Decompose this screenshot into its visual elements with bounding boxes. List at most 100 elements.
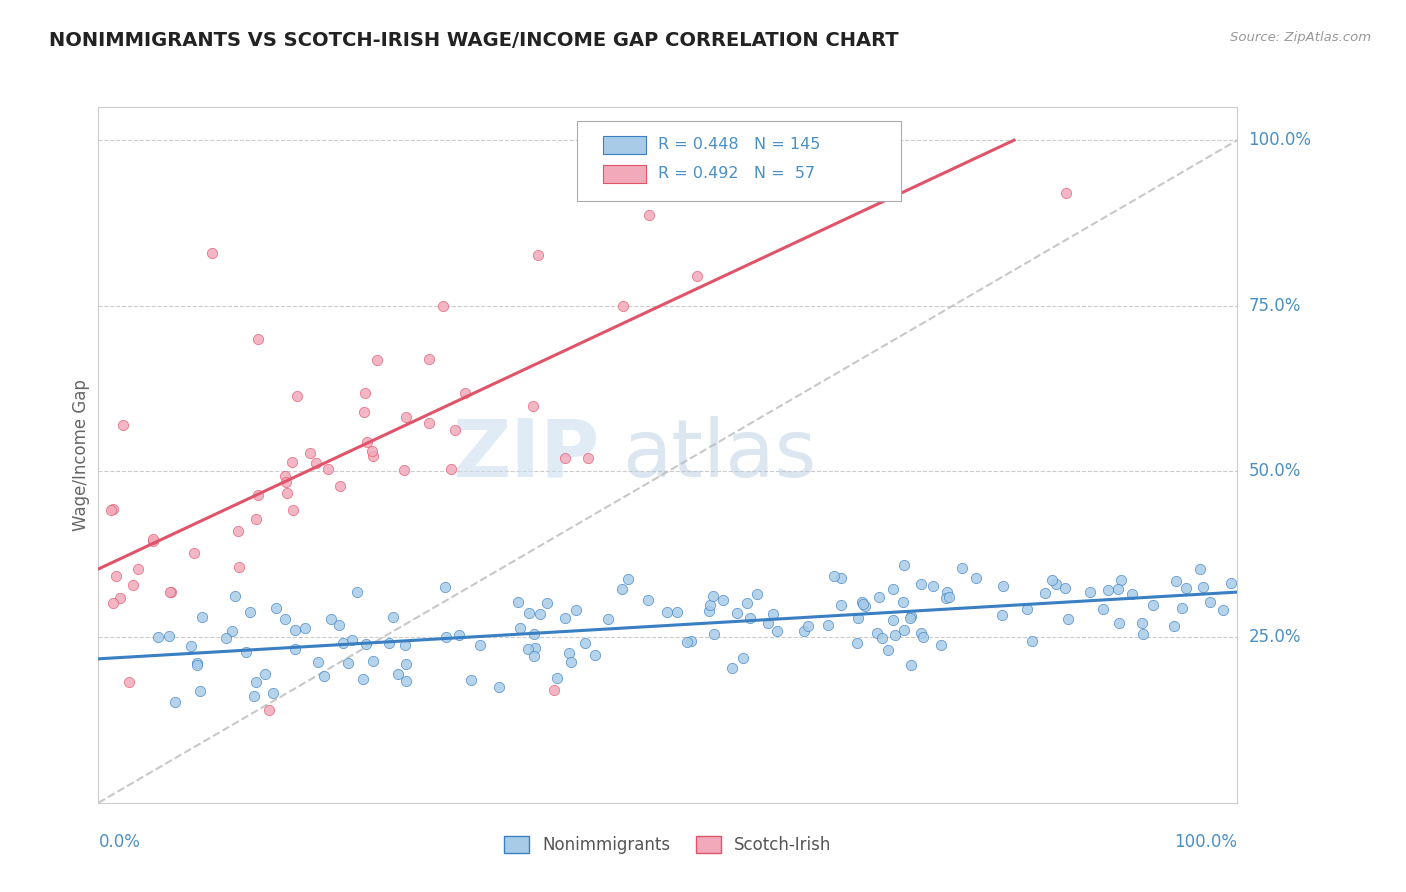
Point xyxy=(1192,580,1215,594)
Point xyxy=(307,656,329,670)
Point xyxy=(148,630,170,644)
Point xyxy=(328,617,350,632)
Point xyxy=(1199,595,1222,609)
Point xyxy=(284,642,307,657)
Point xyxy=(321,612,343,626)
Point xyxy=(686,268,709,283)
Point xyxy=(522,399,544,413)
Point xyxy=(523,627,546,641)
Point xyxy=(110,591,132,606)
Point xyxy=(103,502,125,516)
Point xyxy=(228,560,250,574)
Point xyxy=(1107,582,1129,596)
Text: NONIMMIGRANTS VS SCOTCH-IRISH WAGE/INCOME GAP CORRELATION CHART: NONIMMIGRANTS VS SCOTCH-IRISH WAGE/INCOM… xyxy=(49,31,898,50)
Point xyxy=(246,488,269,502)
Point xyxy=(870,631,893,645)
Point xyxy=(554,451,576,466)
Point xyxy=(468,638,491,652)
Point xyxy=(361,443,384,458)
Text: 100.0%: 100.0% xyxy=(1249,131,1312,149)
Point xyxy=(1132,627,1154,641)
Point xyxy=(747,587,769,601)
Point xyxy=(1121,587,1143,601)
Point xyxy=(711,592,734,607)
Point xyxy=(910,625,932,640)
Point xyxy=(616,572,638,586)
Point xyxy=(142,532,165,546)
Point xyxy=(900,658,922,673)
Point xyxy=(1220,575,1243,590)
Point xyxy=(329,478,352,492)
Point xyxy=(180,639,202,653)
Point xyxy=(910,577,932,591)
Point xyxy=(893,558,915,572)
Point xyxy=(101,596,124,610)
Point xyxy=(276,485,298,500)
Point xyxy=(699,598,721,612)
Point xyxy=(517,606,540,620)
Point xyxy=(1130,615,1153,630)
Point xyxy=(679,634,702,648)
Point xyxy=(912,630,935,644)
Point xyxy=(395,657,418,672)
Point xyxy=(508,595,530,609)
Point xyxy=(935,591,957,606)
Point xyxy=(1108,616,1130,631)
Point xyxy=(965,571,987,585)
Point xyxy=(546,671,568,685)
Point xyxy=(637,209,659,223)
Point xyxy=(1174,581,1197,595)
Point xyxy=(387,666,409,681)
Point xyxy=(527,248,550,262)
Point xyxy=(488,680,510,694)
Point xyxy=(868,590,890,604)
Point xyxy=(264,600,287,615)
Point xyxy=(665,166,688,180)
Point xyxy=(188,684,211,698)
Point xyxy=(1017,602,1039,616)
Text: 75.0%: 75.0% xyxy=(1249,297,1301,315)
Point xyxy=(274,612,297,626)
Point xyxy=(394,638,416,652)
Point xyxy=(159,584,181,599)
Point xyxy=(697,604,720,618)
Point xyxy=(1188,562,1211,576)
Point xyxy=(845,636,868,650)
Point xyxy=(762,607,785,621)
Point xyxy=(877,643,900,657)
Point xyxy=(253,667,276,681)
Point xyxy=(316,462,339,476)
Point xyxy=(165,695,187,709)
Point xyxy=(1033,586,1056,600)
Point xyxy=(418,351,440,366)
Point xyxy=(346,585,368,599)
Point xyxy=(340,633,363,648)
Point xyxy=(111,417,134,432)
Text: Source: ZipAtlas.com: Source: ZipAtlas.com xyxy=(1230,31,1371,45)
Point xyxy=(122,578,145,592)
Point xyxy=(990,608,1012,623)
Point xyxy=(190,610,212,624)
Point xyxy=(846,611,869,625)
Bar xyxy=(603,136,647,153)
Point xyxy=(738,611,761,625)
Point xyxy=(583,648,606,662)
Point xyxy=(637,592,659,607)
Legend: Nonimmigrants, Scotch-Irish: Nonimmigrants, Scotch-Irish xyxy=(498,829,838,861)
Point xyxy=(1163,619,1185,633)
Point xyxy=(702,590,724,604)
Point xyxy=(898,611,921,625)
Point xyxy=(281,454,304,468)
Point xyxy=(756,616,779,631)
Point xyxy=(855,599,877,613)
Point xyxy=(929,638,952,652)
Point xyxy=(332,636,354,650)
Point xyxy=(733,650,755,665)
Text: 100.0%: 100.0% xyxy=(1174,833,1237,851)
Point xyxy=(830,598,852,612)
Point xyxy=(703,626,725,640)
Point xyxy=(1164,574,1187,589)
Point xyxy=(560,656,582,670)
Point xyxy=(1109,573,1132,587)
Point xyxy=(395,674,418,689)
